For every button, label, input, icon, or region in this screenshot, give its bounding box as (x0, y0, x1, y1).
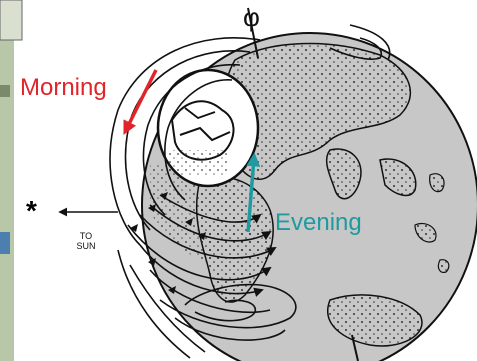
morning-label: Morning (20, 74, 107, 101)
rotation-axis-symbol: φ (243, 2, 260, 32)
rotation-axis (247, 7, 359, 361)
left-edge-strip (0, 0, 23, 361)
streamlines (109, 24, 391, 359)
morning-arrow (123, 69, 158, 136)
star-icon: * (26, 195, 37, 226)
streamline-arrowheads (130, 192, 206, 294)
evening-label: Evening (275, 209, 362, 236)
evening-arrow (246, 152, 261, 233)
to-sun-label: TO SUN (76, 231, 96, 251)
polar-cap (156, 68, 260, 188)
